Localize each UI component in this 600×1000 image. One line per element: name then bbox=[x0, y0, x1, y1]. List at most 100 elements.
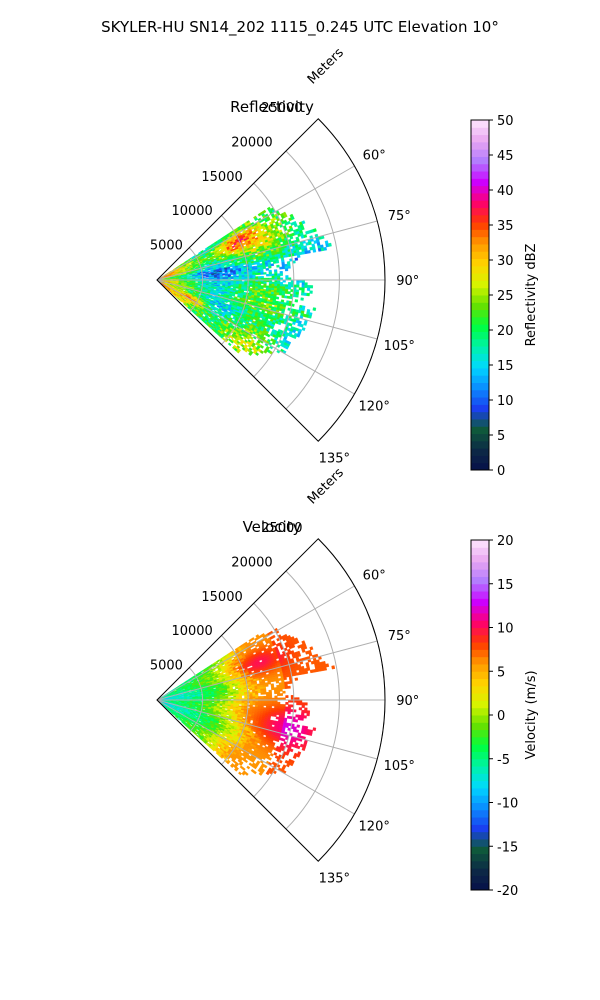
data-cell bbox=[308, 314, 312, 319]
colorbar-segment bbox=[471, 302, 489, 311]
data-cell bbox=[231, 684, 236, 687]
colorbar-segment bbox=[471, 309, 489, 318]
data-cell bbox=[255, 276, 259, 279]
data-cell bbox=[249, 276, 253, 279]
colorbar-segment bbox=[471, 214, 489, 223]
data-cell bbox=[277, 273, 281, 277]
data-cell bbox=[203, 274, 207, 277]
data-cell bbox=[287, 291, 291, 295]
data-cell bbox=[265, 684, 269, 687]
data-cell bbox=[234, 292, 239, 295]
colorbar-tick-label: 20 bbox=[497, 324, 514, 339]
data-cell bbox=[306, 292, 310, 297]
colorbar-segment bbox=[471, 127, 489, 136]
azimuth-tick-label: 120° bbox=[359, 399, 390, 414]
colorbar-segment bbox=[471, 200, 489, 208]
colorbar-segment bbox=[471, 367, 489, 376]
colorbar-segment bbox=[471, 163, 489, 172]
data-cell bbox=[289, 235, 294, 240]
data-cell bbox=[294, 257, 299, 261]
data-cell bbox=[308, 652, 313, 657]
colorbar-tick-label: 35 bbox=[497, 219, 514, 234]
data-cell bbox=[301, 327, 306, 332]
data-cell bbox=[279, 266, 283, 270]
data-cell bbox=[186, 274, 190, 277]
data-cell bbox=[312, 228, 317, 233]
data-cell bbox=[249, 284, 253, 287]
colorbar-segment bbox=[471, 229, 489, 238]
data-cell bbox=[308, 241, 312, 246]
range-tick-label: 15000 bbox=[201, 170, 242, 185]
colorbar-segment bbox=[471, 397, 489, 405]
data-cell bbox=[285, 286, 289, 290]
colorbar-segment bbox=[471, 455, 489, 464]
data-cell bbox=[284, 290, 289, 294]
data-cell bbox=[192, 275, 196, 278]
data-cell bbox=[253, 262, 258, 265]
colorbar-tick-label: 15 bbox=[497, 359, 514, 374]
data-cell bbox=[230, 277, 234, 279]
colorbar-label: Reflectivity dBZ bbox=[524, 244, 539, 347]
data-cell bbox=[307, 285, 311, 289]
data-cell bbox=[294, 677, 299, 681]
data-cell bbox=[271, 283, 275, 287]
range-tick-label: 20000 bbox=[231, 135, 272, 150]
data-cell bbox=[207, 270, 212, 273]
data-cell bbox=[274, 283, 278, 287]
data-cell bbox=[301, 284, 305, 288]
data-cell bbox=[274, 273, 278, 277]
data-cell bbox=[231, 294, 236, 297]
data-cell bbox=[259, 294, 263, 297]
data-cell bbox=[263, 272, 267, 275]
colorbar-segment bbox=[471, 156, 489, 165]
colorbar-segment bbox=[471, 404, 489, 413]
data-cell bbox=[300, 297, 304, 301]
colorbar-segment bbox=[471, 418, 489, 427]
data-cell bbox=[235, 686, 239, 690]
data-cell bbox=[288, 282, 292, 285]
data-cell bbox=[312, 307, 317, 312]
data-cell bbox=[277, 275, 281, 279]
colorbar-segment bbox=[471, 258, 489, 267]
colorbar-tick-label: 25 bbox=[497, 289, 514, 304]
data-cell bbox=[288, 322, 293, 327]
data-cell bbox=[218, 291, 222, 294]
colorbar-segment bbox=[471, 462, 489, 471]
data-cell bbox=[257, 276, 262, 279]
data-cell bbox=[249, 688, 253, 691]
data-cell bbox=[266, 273, 270, 277]
data-cell bbox=[229, 265, 233, 268]
colorbar-segment bbox=[471, 265, 489, 274]
colorbar-segment bbox=[471, 353, 489, 362]
data-cell bbox=[325, 663, 330, 668]
data-cell bbox=[287, 284, 292, 288]
data-cell bbox=[306, 667, 311, 671]
data-cell bbox=[227, 342, 232, 347]
colorbar-segment bbox=[471, 375, 489, 383]
colorbar-segment bbox=[471, 222, 489, 230]
data-cell bbox=[265, 268, 269, 271]
data-cell bbox=[312, 248, 317, 253]
data-cell bbox=[284, 268, 289, 272]
data-cell bbox=[281, 266, 286, 270]
data-cell bbox=[279, 281, 284, 285]
data-cell bbox=[303, 292, 308, 296]
colorbar-segment bbox=[471, 346, 489, 354]
data-cell bbox=[274, 275, 278, 279]
data-cell bbox=[262, 209, 267, 214]
data-cell bbox=[222, 273, 226, 276]
colorbar-segment bbox=[471, 433, 489, 442]
data-cell bbox=[237, 295, 241, 298]
data-cell bbox=[297, 653, 302, 658]
data-cell bbox=[268, 271, 272, 275]
data-cell bbox=[279, 284, 283, 287]
data-cell bbox=[262, 266, 267, 270]
data-cell bbox=[290, 216, 295, 221]
colorbar-tick-label: 40 bbox=[497, 184, 514, 199]
data-cell bbox=[309, 646, 314, 651]
data-cell bbox=[309, 290, 313, 294]
colorbar-segment bbox=[471, 440, 489, 449]
colorbar-segment bbox=[471, 280, 489, 289]
range-tick-label: 25000 bbox=[261, 101, 302, 116]
data-cell bbox=[243, 288, 248, 292]
